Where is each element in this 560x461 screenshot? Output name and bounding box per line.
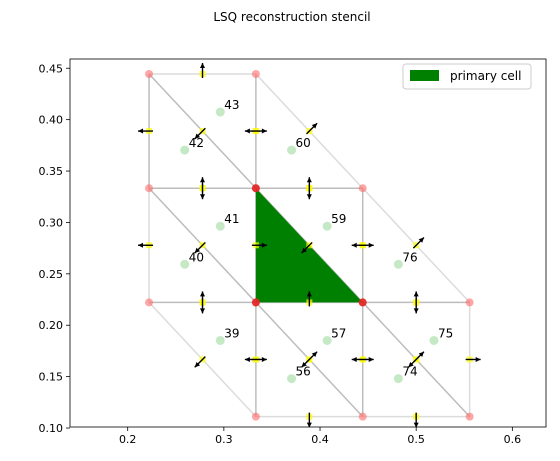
x-tick-label: 0.2: [119, 433, 137, 446]
y-tick-label: 0.30: [39, 216, 64, 229]
y-tick-label: 0.35: [39, 165, 64, 178]
x-axis: 0.2 0.3 0.4 0.5 0.6: [119, 427, 521, 446]
cell-label: 39: [224, 326, 239, 340]
normal-arrowhead: [200, 308, 205, 313]
cell-labels: 42 43 60 40 41 59 76 39 57 56 75 74: [189, 98, 454, 379]
normal-arrowhead: [200, 194, 205, 199]
vertex-point: [252, 70, 260, 78]
y-tick-label: 0.15: [39, 371, 64, 384]
primary-vertex-point: [359, 298, 367, 306]
x-tick-label: 0.6: [504, 433, 522, 446]
vertex-point: [359, 184, 367, 192]
cell-label: 43: [224, 98, 239, 112]
chart-title: LSQ reconstruction stencil: [213, 10, 370, 24]
primary-vertex-point: [252, 298, 260, 306]
normal-arrowhead: [352, 243, 357, 248]
cell-label: 59: [331, 212, 346, 226]
normal-arrowhead: [476, 357, 481, 362]
normal-arrowhead: [369, 243, 374, 248]
primary-vertex-point: [252, 184, 260, 192]
vertex-point: [466, 413, 474, 421]
normal-arrowhead: [307, 194, 312, 199]
cell-label: 74: [402, 365, 417, 379]
legend: primary cell: [403, 64, 531, 89]
normal-arrowhead: [138, 129, 143, 134]
legend-label-primary-cell: primary cell: [450, 69, 521, 83]
cell-label: 75: [438, 326, 453, 340]
y-tick-label: 0.40: [39, 114, 64, 127]
vertex-point: [466, 298, 474, 306]
normal-arrowhead: [200, 63, 205, 68]
y-axis: 0.10 0.15 0.20 0.25 0.30 0.35 0.40 0.45: [39, 62, 71, 435]
normal-arrowhead: [245, 357, 250, 362]
x-tick-label: 0.4: [311, 433, 329, 446]
cell-label: 56: [296, 365, 311, 379]
vertex-point: [252, 413, 260, 421]
x-tick-label: 0.3: [215, 433, 233, 446]
normal-arrowhead: [414, 308, 419, 313]
normal-arrowhead: [138, 243, 143, 248]
normal-arrowhead: [262, 129, 267, 134]
normal-arrowhead: [369, 357, 374, 362]
y-tick-label: 0.20: [39, 319, 64, 332]
cell-label: 41: [224, 212, 239, 226]
x-tick-label: 0.5: [407, 433, 425, 446]
normal-arrowhead: [245, 129, 250, 134]
normal-arrowhead: [200, 291, 205, 296]
normal-arrowhead: [352, 357, 357, 362]
cell-label: 42: [189, 136, 204, 150]
plot-area: 42 43 60 40 41 59 76 39 57 56 75 74: [138, 63, 481, 428]
y-tick-label: 0.10: [39, 422, 64, 435]
y-tick-label: 0.25: [39, 268, 64, 281]
vertex-point: [145, 184, 153, 192]
normal-arrowhead: [262, 357, 267, 362]
vertex-point: [359, 413, 367, 421]
legend-swatch-primary-cell: [410, 70, 439, 81]
y-tick-label: 0.45: [39, 62, 64, 75]
normal-arrowhead: [200, 177, 205, 182]
cell-label: 57: [331, 326, 346, 340]
vertex-point: [145, 70, 153, 78]
cell-label: 76: [402, 250, 417, 264]
normal-arrowhead: [414, 291, 419, 296]
vertex-point: [145, 298, 153, 306]
normal-arrowhead: [307, 177, 312, 182]
cell-label: 40: [189, 250, 204, 264]
cell-label: 60: [296, 136, 311, 150]
